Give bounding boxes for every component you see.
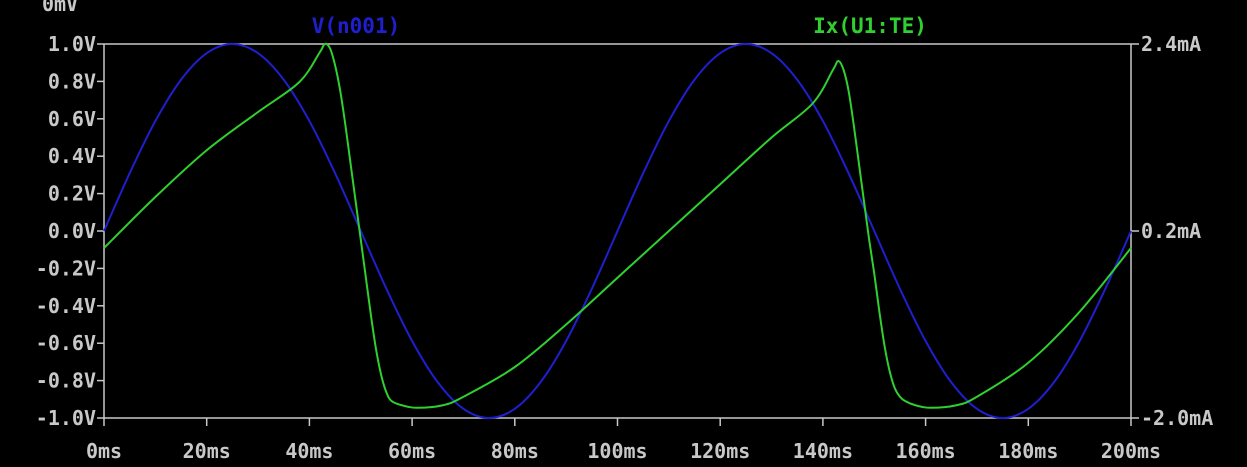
plot-lines: [103, 42, 1132, 419]
y-left-tick-label: -0.6V: [36, 331, 96, 355]
x-tick-label: 180ms: [998, 439, 1058, 463]
x-tick-label: 20ms: [183, 439, 231, 463]
y-left-tick-label: -1.0V: [36, 406, 96, 430]
y-left-tick-label: -0.4V: [36, 294, 96, 318]
y-left-tick-label: 0.6V: [48, 107, 96, 131]
labels: 0mV 1.0V 0.8V 0.6V 0.4V 0.2V 0.0V -0.2V -0.4V -0.…: [36, 0, 1213, 463]
y-left-tick-label: 0.8V: [48, 69, 96, 93]
series-line-0: [103, 43, 1132, 419]
x-tick-label: 200ms: [1101, 439, 1161, 463]
x-tick-label: 80ms: [491, 439, 539, 463]
y-right-tick-label: 0.2mA: [1141, 219, 1201, 243]
y-right-tick-label: 2.4mA: [1141, 32, 1201, 56]
y-left-tick-label: -0.2V: [36, 256, 96, 280]
x-tick-label: 160ms: [895, 439, 955, 463]
series-label-1: Ix(U1:TE): [813, 14, 927, 38]
x-tick-label: 120ms: [690, 439, 750, 463]
axes: [97, 43, 1139, 426]
y-left-tick-label: 0.0V: [48, 219, 96, 243]
x-tick-label: 140ms: [793, 439, 853, 463]
y-left-tick-label: 0.4V: [48, 144, 96, 168]
x-tick-label: 0ms: [86, 439, 122, 463]
y-right-tick-label: -2.0mA: [1141, 406, 1213, 430]
series-label-0: V(n001): [312, 14, 401, 38]
x-tick-label: 40ms: [285, 439, 333, 463]
y-left-clipped-label: 0mV: [42, 0, 78, 16]
y-left-tick-label: 0.2V: [48, 182, 96, 206]
x-tick-label: 60ms: [388, 439, 436, 463]
y-left-tick-label: 1.0V: [48, 32, 96, 56]
series-line-1: [103, 42, 1132, 409]
y-left-tick-label: -0.8V: [36, 369, 96, 393]
x-tick-label: 100ms: [587, 439, 647, 463]
